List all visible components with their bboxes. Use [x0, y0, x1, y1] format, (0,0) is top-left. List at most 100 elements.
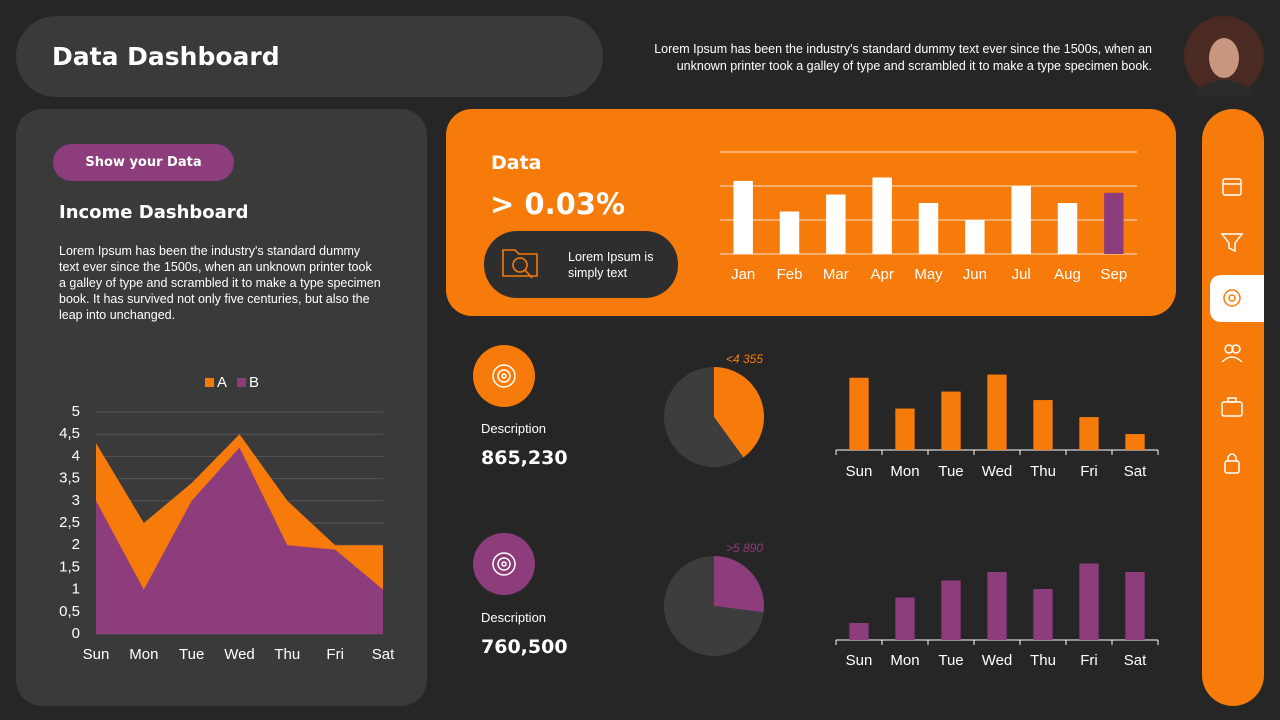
header-text: Lorem Ipsum has been the industry's stan… [654, 42, 1152, 73]
x-tick-label: Tue [938, 463, 963, 480]
avatar-face [1209, 38, 1239, 78]
highlight-label: Data [491, 152, 542, 174]
legend-swatch [205, 378, 214, 387]
pie-slice [714, 556, 764, 613]
x-tick-label: Sun [83, 646, 110, 663]
x-tick-label: Apr [870, 266, 893, 283]
target-mid [497, 557, 511, 571]
panel-text: Lorem Ipsum has been the industry's stan… [59, 244, 381, 322]
bar [1104, 192, 1124, 254]
briefcase-icon-handle [1227, 397, 1237, 403]
kpi-label: Description [481, 610, 547, 625]
highlight-value: > 0.03% [490, 187, 626, 221]
x-tick-label: Sat [1124, 652, 1147, 669]
y-tick-label: 4,5 [59, 425, 80, 442]
bar [779, 211, 800, 254]
x-tick-label: Jun [963, 266, 987, 283]
x-tick-label: Wed [982, 652, 1013, 669]
y-tick-label: 0 [72, 625, 80, 642]
pie-annotation: >5 890 [726, 541, 763, 555]
y-tick-label: 3,5 [59, 470, 80, 487]
bar [872, 177, 892, 254]
y-tick-label: 5 [72, 403, 80, 420]
bar [1125, 434, 1145, 450]
folder-icon [502, 249, 538, 279]
kpi-icon-circle [473, 533, 535, 595]
bar [733, 180, 753, 254]
x-tick-label: Mon [890, 652, 919, 669]
x-tick-label: May [914, 266, 943, 283]
x-tick-label: Fri [326, 646, 344, 663]
kpi-value: 760,500 [481, 636, 568, 658]
avatar-shoulders [1196, 80, 1252, 96]
sidebar [1202, 109, 1264, 706]
y-tick-label: 2 [72, 536, 80, 553]
sidebar-icons [1220, 178, 1244, 474]
pie-slice [664, 556, 764, 657]
x-tick-label: Tue [938, 652, 963, 669]
pie-slice [714, 367, 764, 458]
users-icon-body [1221, 356, 1243, 363]
bar [849, 377, 869, 450]
folder-shape [502, 249, 538, 277]
x-tick-label: Jan [731, 266, 755, 283]
page-title: Data Dashboard [52, 42, 280, 71]
bar [1079, 417, 1099, 450]
panel-title: Income Dashboard [59, 202, 249, 223]
bar [1011, 186, 1031, 254]
y-tick-label: 1 [72, 581, 80, 598]
settings-icon[interactable] [1223, 289, 1241, 307]
target-inner [501, 561, 507, 567]
x-tick-label: Jul [1012, 266, 1031, 283]
magnifier [512, 257, 528, 273]
kpi-value: 865,230 [481, 447, 568, 469]
x-tick-label: Fri [1080, 463, 1098, 480]
bar [987, 572, 1007, 640]
y-tick-label: 4 [72, 447, 80, 464]
target-outer [492, 364, 516, 388]
filter-icon[interactable] [1220, 233, 1244, 253]
x-tick-label: Feb [777, 266, 803, 283]
legend-label: A [217, 374, 227, 391]
x-tick-label: Sat [1124, 463, 1147, 480]
calendar-icon[interactable] [1222, 178, 1242, 196]
bar [987, 374, 1007, 450]
area [96, 447, 383, 634]
legend-swatch [237, 378, 246, 387]
header-bar [16, 16, 603, 97]
bar [826, 194, 846, 254]
x-tick-label: Sun [846, 652, 873, 669]
legend-label: B [249, 374, 259, 391]
y-tick-label: 3 [72, 492, 80, 509]
badge-pill [484, 231, 678, 298]
x-tick-label: Mar [823, 266, 849, 283]
bar [1033, 589, 1053, 640]
settings-icon-core [1228, 294, 1236, 302]
lock-icon-shackle [1227, 453, 1237, 461]
pie-annotation: <4 355 [726, 352, 763, 366]
show-data-button[interactable]: Show your Data [53, 144, 234, 181]
bar [1079, 563, 1099, 640]
x-tick-label: Sat [372, 646, 395, 663]
lock-icon[interactable] [1224, 460, 1240, 474]
y-tick-label: 0,5 [59, 603, 80, 620]
y-tick-label: 1,5 [59, 558, 80, 575]
target-inner [501, 373, 507, 379]
bar [965, 220, 985, 254]
bar [895, 408, 915, 450]
x-tick-label: Sep [1100, 266, 1127, 283]
sidebar-active-tab [1210, 275, 1264, 322]
x-tick-label: Aug [1054, 266, 1081, 283]
badge-text: Lorem Ipsum is simply text [568, 250, 654, 280]
bar [895, 597, 915, 640]
x-tick-label: Mon [890, 463, 919, 480]
bar [1125, 572, 1145, 640]
x-tick-label: Wed [224, 646, 255, 663]
bar [941, 391, 961, 450]
users-icon[interactable] [1224, 344, 1234, 354]
bar [941, 580, 961, 640]
bar [1033, 400, 1053, 450]
x-tick-label: Sun [846, 463, 873, 480]
